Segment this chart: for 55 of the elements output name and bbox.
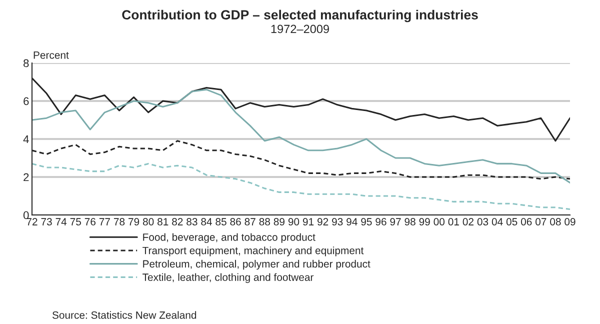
x-tick-label: 94 [346,218,358,226]
x-tick-label: 75 [70,218,81,226]
y-tick-label: 4 [23,135,29,144]
x-tick-label: 96 [376,218,386,226]
x-tick-label: 08 [550,218,561,226]
x-tick-label: 93 [332,218,343,226]
y-axis-title: Percent [34,52,69,59]
chart-title: Contribution to GDP – selected manufacturing industries [122,10,478,22]
line-series [32,88,570,184]
x-tick-label: 98 [404,218,416,226]
x-tick-label: 74 [56,218,67,226]
x-tick-label: 87 [244,218,256,226]
line-series [32,162,570,210]
x-tick-label: 95 [361,218,372,226]
x-tick-label: 85 [216,218,226,226]
x-tick-label: 05 [506,218,518,226]
x-tick-label: 90 [288,218,300,226]
y-tick-label: 2 [24,173,29,182]
x-tick-label: 72 [26,218,38,226]
line-series [32,77,570,142]
x-tick-label: 81 [158,218,168,226]
chart-subtitle: 1972–2009 [271,24,329,34]
x-tick-label: 83 [186,218,198,226]
x-tick-label: 89 [274,218,284,226]
x-tick-label: 02 [462,218,474,226]
x-tick-label: 00 [434,218,445,226]
x-tick-label: 09 [564,218,576,226]
x-tick-label: 79 [128,218,140,226]
x-tick-label: 86 [230,218,241,226]
x-tick-label: 77 [99,218,110,226]
x-tick-label: 76 [84,218,96,226]
x-tick-label: 97 [390,218,401,226]
x-tick-label: 06 [520,218,532,226]
x-tick-label: 99 [419,218,430,226]
x-tick-label: 84 [201,218,212,226]
legend-label: Transport equipment, machinery and equipment [142,246,364,256]
x-tick-label: 78 [114,218,125,226]
x-tick-label: 88 [259,218,270,226]
x-tick-label: 04 [492,218,503,226]
source-note: Source: Statistics New Zealand [52,311,196,319]
legend-label: Textile, leather, clothing and footwear [142,273,314,283]
x-tick-label: 91 [302,218,314,226]
legend-label: Petroleum, chemical, polymer and rubber product [143,260,370,270]
legend-label: Food, beverage, and tobacco product [143,233,316,243]
x-tick-label: 82 [172,218,183,226]
x-tick-label: 07 [536,218,546,226]
x-tick-label: 03 [477,218,488,226]
y-tick-label: 8 [24,59,29,68]
y-tick-label: 6 [24,97,29,106]
x-tick-label: 73 [41,218,52,226]
x-tick-label: 80 [142,218,154,226]
x-tick-label: 01 [448,218,459,226]
line-series [32,140,570,180]
y-tick-label: 0 [23,211,29,220]
x-tick-label: 92 [318,218,328,226]
